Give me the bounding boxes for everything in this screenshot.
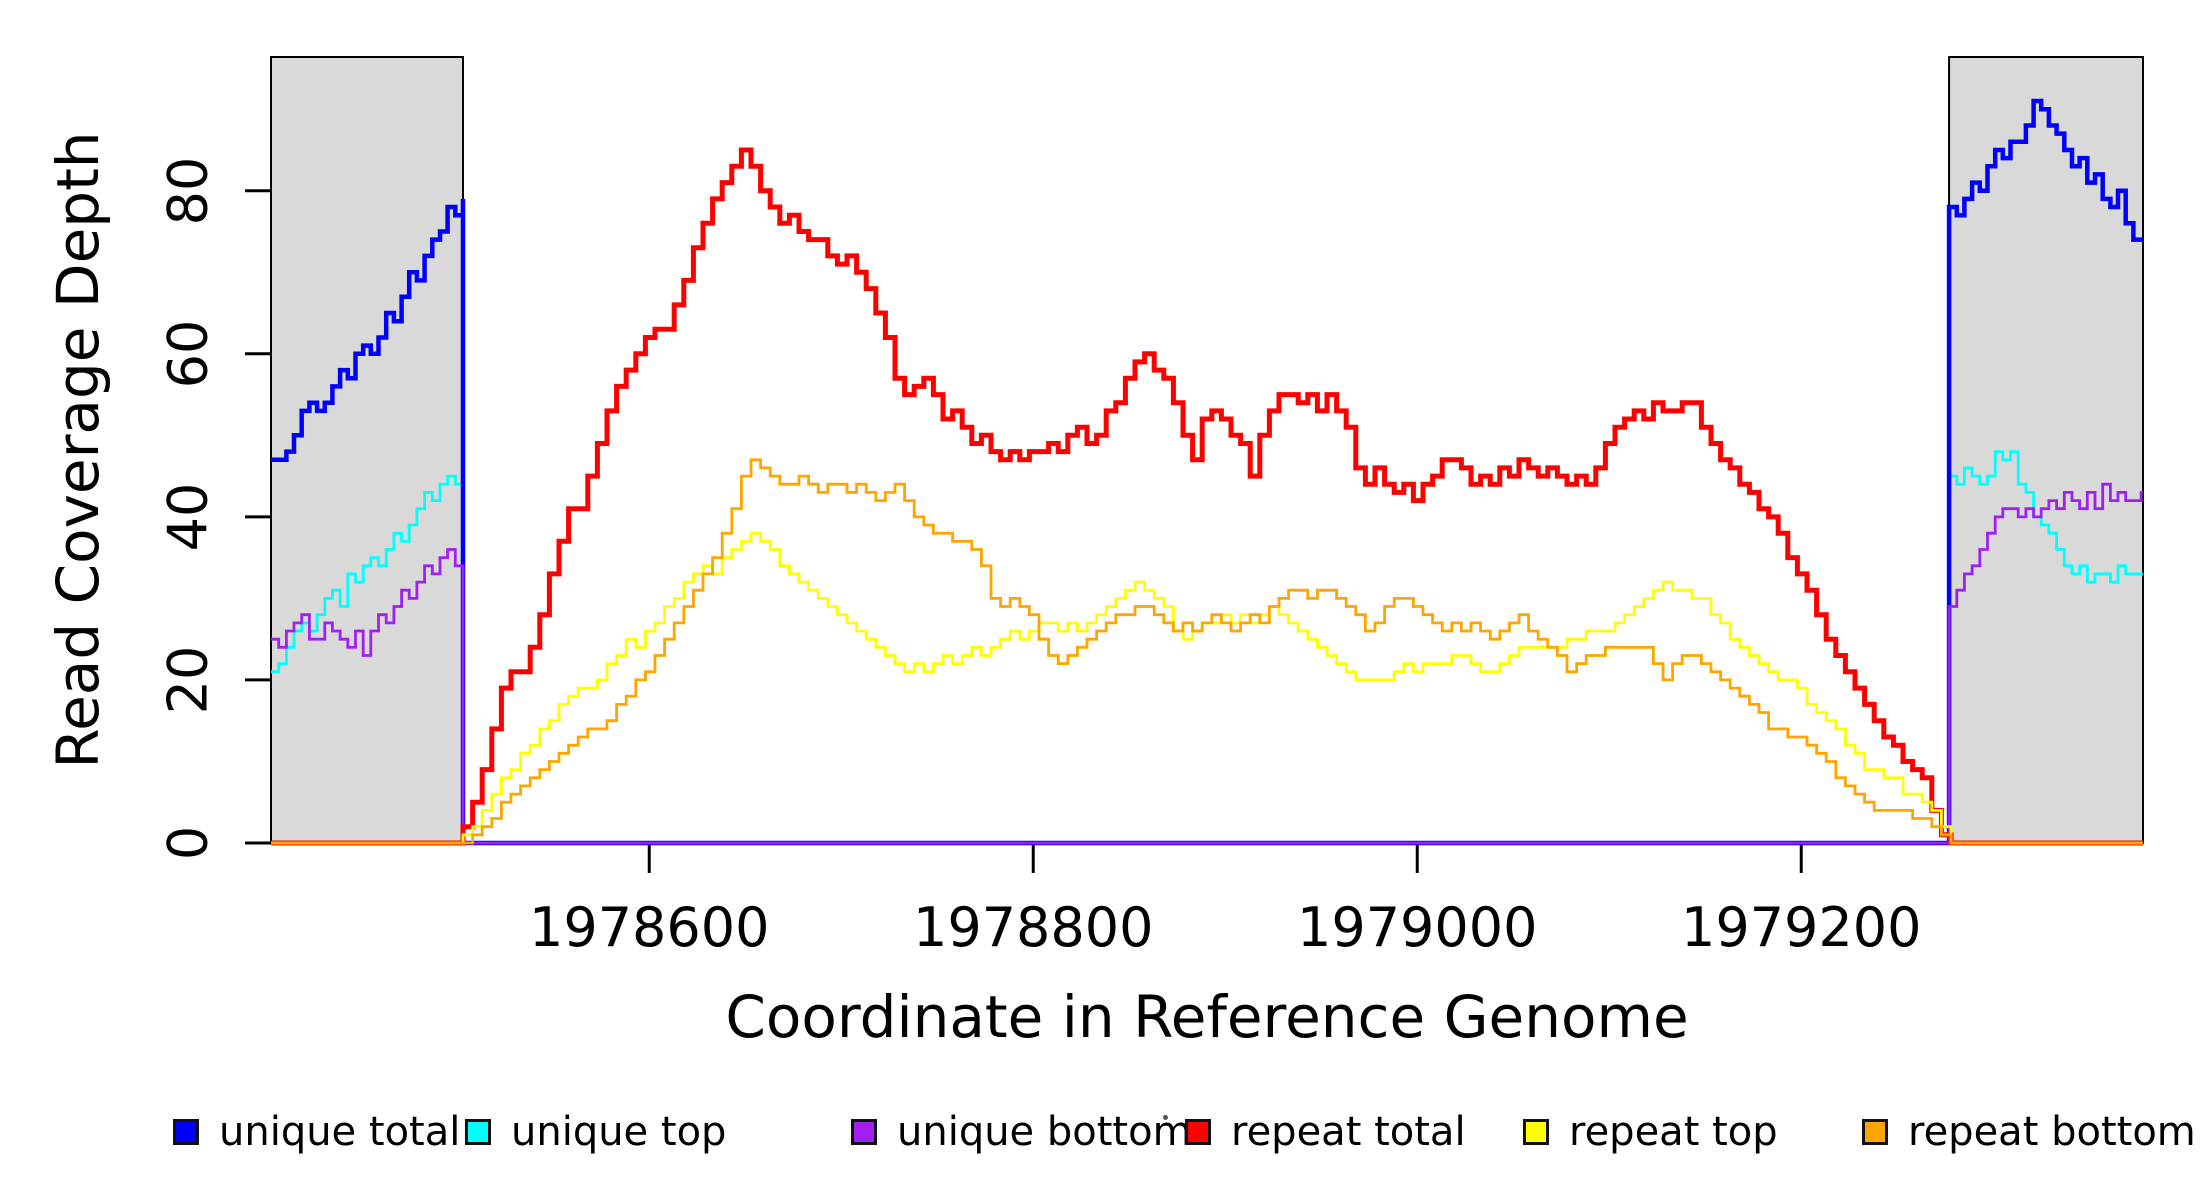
x-tick-label: 1979200 [1680,896,1922,959]
shaded-region-right [1948,56,2144,844]
x-tick-label: 1978600 [528,896,770,959]
shaded-region-left [270,56,464,844]
x-tick-label: 1978800 [912,896,1154,959]
x-axis-title: Coordinate in Reference Genome [725,983,1689,1051]
x-tick-label: 1979000 [1296,896,1538,959]
series-line-repeat-total [271,147,2143,846]
y-tick-label: 40 [156,482,220,552]
y-axis-title: Read Coverage Depth [44,131,112,769]
series-line-unique-total [271,98,2143,846]
y-tick-label: 0 [156,825,220,861]
series-line-unique-bottom [271,482,2143,845]
y-tick-label: 80 [156,156,220,226]
stray-dot-artifact [1163,1115,1168,1120]
y-tick-label: 60 [156,319,220,389]
series-line-unique-top [271,450,2143,845]
y-tick-label: 20 [156,645,220,715]
series-line-repeat-bottom [271,458,2143,845]
series-line-repeat-top [271,531,2143,845]
